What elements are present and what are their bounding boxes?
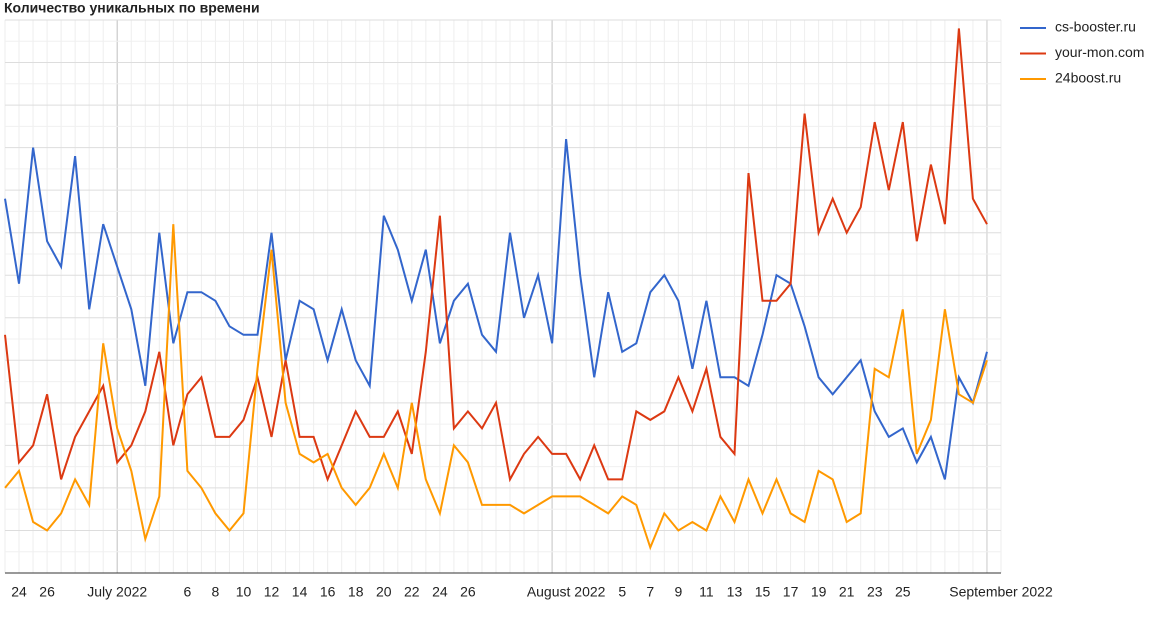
- x-tick-label: 16: [320, 584, 336, 600]
- x-tick-label: 7: [646, 584, 654, 600]
- series-line: [4, 224, 988, 551]
- x-tick-label: 20: [376, 584, 392, 600]
- x-tick-label: 19: [811, 584, 827, 600]
- x-tick-label: 15: [755, 584, 771, 600]
- x-tick-label: 13: [727, 584, 743, 600]
- x-tick-label: 18: [348, 584, 364, 600]
- x-tick-label: 6: [183, 584, 191, 600]
- x-tick-label: July 2022: [87, 584, 147, 600]
- x-tick-label: 17: [783, 584, 799, 600]
- x-tick-label: 23: [867, 584, 883, 600]
- x-tick-label: 10: [236, 584, 252, 600]
- x-tick-label: 11: [699, 584, 714, 600]
- x-tick-label: 9: [674, 584, 682, 600]
- series-line: [4, 28, 988, 483]
- x-tick-label: 26: [39, 584, 55, 600]
- legend-label: your-mon.com: [1055, 44, 1144, 60]
- x-tick-label: 12: [264, 584, 280, 600]
- x-tick-label: 14: [292, 584, 308, 600]
- x-tick-label: 5: [618, 584, 626, 600]
- x-tick-label: 25: [895, 584, 911, 600]
- x-tick-label: 21: [839, 584, 855, 600]
- x-tick-label: 24: [11, 584, 27, 600]
- x-tick-label: 24: [432, 584, 448, 600]
- x-tick-label: September 2022: [949, 584, 1053, 600]
- x-tick-label: 8: [212, 584, 220, 600]
- legend-label: 24boost.ru: [1055, 70, 1121, 86]
- legend-label: cs-booster.ru: [1055, 19, 1136, 35]
- x-tick-label: 26: [460, 584, 476, 600]
- chart-title: Количество уникальных по времени: [4, 0, 260, 16]
- x-tick-label: August 2022: [527, 584, 606, 600]
- x-tick-label: 22: [404, 584, 420, 600]
